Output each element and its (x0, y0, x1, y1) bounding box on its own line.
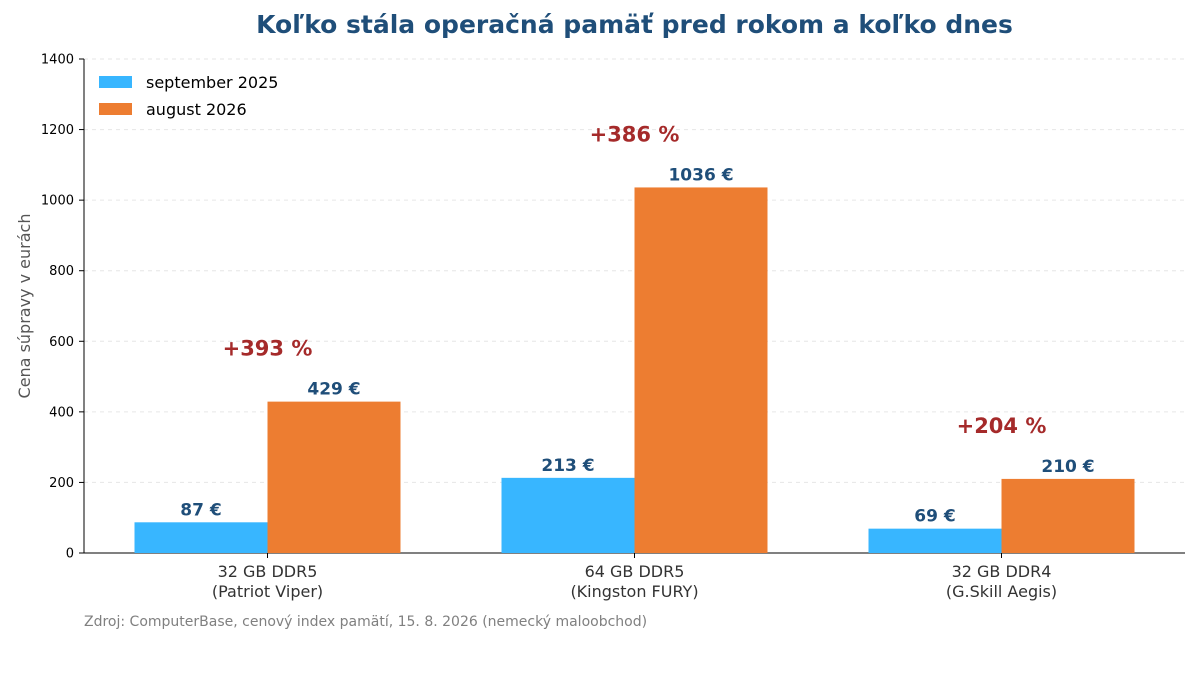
bar-aug2026 (634, 187, 768, 553)
data-labels: 87 € 429 € +393 % 213 € 1036 € +386 % 69 € 210 … (180, 122, 1094, 526)
bar-value-label: 87 € (180, 500, 221, 520)
x-tick-label: (Patriot Viper) (212, 582, 323, 601)
bar-value-label: 213 € (541, 456, 594, 476)
chart-title: Koľko stála operačná pamäť pred rokom a … (256, 10, 1013, 39)
x-tick-label: 32 GB DDR4 (952, 562, 1052, 581)
bars (134, 187, 1135, 553)
legend-label: august 2026 (146, 100, 247, 119)
source-note: Zdroj: ComputerBase, cenový index pamätí… (84, 614, 648, 630)
bar-value-label: 210 € (1041, 457, 1094, 477)
bar-value-label: 429 € (307, 380, 360, 400)
legend-swatch (99, 76, 132, 88)
bar-aug2026 (267, 401, 401, 553)
change-annotation: +204 % (957, 414, 1047, 438)
y-tick-label: 400 (49, 405, 74, 420)
legend-label: september 2025 (146, 73, 278, 92)
legend: september 2025 august 2026 (99, 73, 278, 119)
y-axis-label: Cena súpravy v eurách (15, 214, 34, 399)
bar-aug2026 (1001, 478, 1135, 553)
change-annotation: +393 % (223, 337, 313, 361)
change-annotation: +386 % (590, 122, 680, 146)
y-tick-label: 0 (66, 547, 74, 562)
y-tick-label: 1200 (41, 123, 74, 138)
bar-value-label: 1036 € (668, 165, 733, 185)
y-tick-label: 1400 (41, 53, 74, 68)
y-tick-label: 200 (49, 476, 74, 491)
bar-sep2025 (134, 522, 268, 553)
x-tick-label: (G.Skill Aegis) (946, 582, 1057, 601)
x-tick-label: 32 GB DDR5 (218, 562, 318, 581)
x-tick-label: 64 GB DDR5 (585, 562, 685, 581)
bar-value-label: 69 € (914, 507, 955, 527)
bar-sep2025 (501, 477, 635, 553)
y-tick-label: 1000 (41, 194, 74, 209)
y-tick-label: 600 (49, 335, 74, 350)
y-tick-label: 800 (49, 264, 74, 279)
x-tick-label: (Kingston FURY) (570, 582, 698, 601)
legend-swatch (99, 103, 132, 115)
bar-sep2025 (868, 528, 1002, 553)
